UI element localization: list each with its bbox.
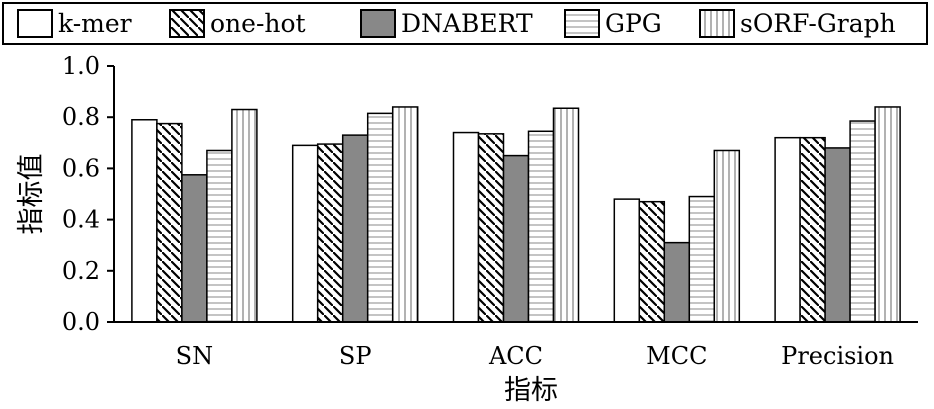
- bars: [131, 106, 901, 323]
- y-tick-label: 0.0: [62, 308, 100, 336]
- y-tick-label: 0.2: [62, 257, 100, 285]
- bar-gpg-sn: [206, 149, 233, 323]
- bar-dnabert-precision: [824, 147, 851, 323]
- bar-dnabert-sn: [181, 174, 208, 323]
- bar-sorf-graph-sn: [231, 108, 258, 323]
- legend-swatch-gpg: [564, 9, 600, 38]
- bar-gpg-acc: [527, 130, 555, 323]
- legend-label-sorf-graph: sORF-Graph: [740, 9, 896, 38]
- bar-one-hot-acc: [477, 133, 505, 323]
- bar-dnabert-sp: [341, 134, 369, 323]
- bar-gpg-precision: [849, 120, 876, 323]
- legend-label-one-hot: one-hot: [210, 9, 306, 38]
- bar-one-hot-sp: [316, 143, 344, 323]
- y-tick-label: 1.0: [62, 52, 100, 80]
- bar-one-hot-precision: [799, 136, 826, 323]
- x-tick-label: MCC: [646, 342, 707, 370]
- x-tick-label: SP: [339, 342, 372, 370]
- legend-swatch-one-hot: [169, 9, 205, 38]
- x-tick-label: Precision: [781, 342, 894, 370]
- bar-one-hot-sn: [156, 122, 183, 323]
- bar-gpg-mcc: [688, 195, 716, 323]
- legend-label-gpg: GPG: [605, 9, 662, 38]
- bar-k-mer-sn: [131, 119, 158, 323]
- bar-dnabert-acc: [502, 154, 530, 323]
- bar-sorf-graph-precision: [874, 106, 901, 323]
- axes: 0.0 0.2 0.4 0.6 0.8 1.0 SN SP ACC MCC Precision: [62, 52, 918, 370]
- bar-sorf-graph-mcc: [713, 149, 741, 323]
- legend-swatch-k-mer: [17, 9, 53, 38]
- bar-sorf-graph-sp: [391, 106, 419, 323]
- bar-dnabert-mcc: [663, 241, 691, 323]
- y-axis-title: 指标值: [16, 154, 47, 235]
- legend-label-k-mer: k-mer: [58, 9, 132, 38]
- y-tick-label: 0.8: [62, 103, 100, 131]
- bar-one-hot-mcc: [638, 200, 666, 323]
- legend-swatch-dnabert: [360, 9, 396, 38]
- legend-label-dnabert: DNABERT: [401, 9, 533, 38]
- bar-k-mer-sp: [291, 144, 319, 323]
- y-tick-label: 0.6: [62, 154, 100, 182]
- x-tick-label: SN: [176, 342, 213, 370]
- bar-k-mer-mcc: [613, 198, 641, 323]
- bar-gpg-sp: [366, 112, 394, 323]
- legend: k-mer one-hot DNABERT GPG sORF-Graph: [2, 2, 928, 45]
- y-tick-label: 0.4: [62, 206, 100, 234]
- x-tick-label: ACC: [488, 342, 543, 370]
- bar-k-mer-acc: [452, 131, 480, 323]
- bar-k-mer-precision: [774, 136, 801, 323]
- legend-swatch-sorf-graph: [699, 9, 735, 38]
- legend-box: [2, 2, 928, 45]
- bar-sorf-graph-acc: [552, 107, 580, 323]
- x-axis-title: 指标: [504, 375, 558, 406]
